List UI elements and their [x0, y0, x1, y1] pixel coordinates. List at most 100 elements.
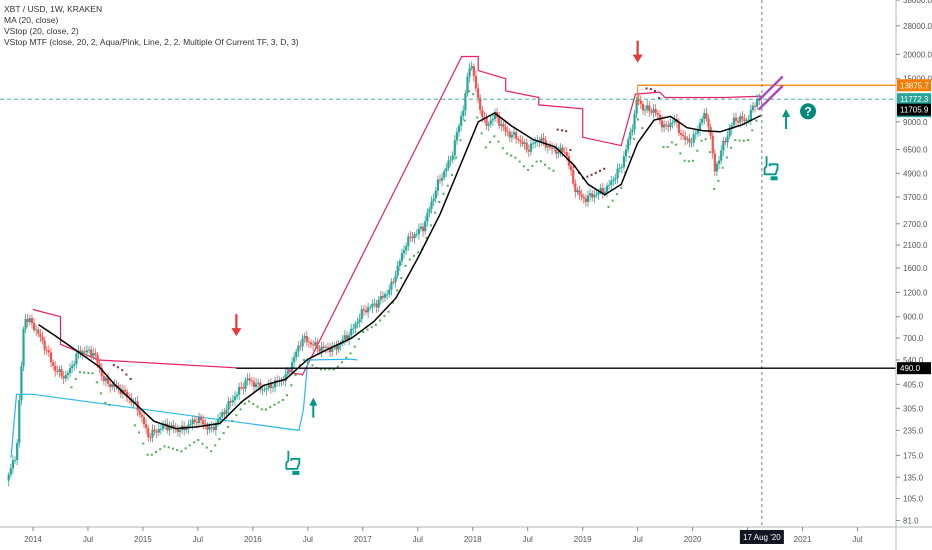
- vstop-resistance-line: [32, 55, 762, 376]
- candle-body: [417, 228, 420, 235]
- legend-vstop[interactable]: VStop (20, close, 2): [4, 26, 79, 36]
- candle-body: [22, 328, 25, 367]
- vstop-dot-up: [108, 403, 111, 406]
- candle-body: [18, 400, 21, 443]
- candle-body: [100, 368, 103, 377]
- vstop-dot-up: [83, 371, 86, 374]
- candle-body: [445, 168, 448, 172]
- candle-body: [26, 318, 29, 322]
- candle-body: [569, 165, 573, 171]
- horizontal-levels[interactable]: [0, 0, 896, 527]
- candle-body: [142, 416, 146, 425]
- candle-body: [618, 167, 621, 169]
- vstop-dot-up: [78, 371, 81, 374]
- candle-body: [603, 191, 607, 194]
- x-tick-label: Jul: [523, 535, 533, 544]
- candle-body: [455, 132, 459, 141]
- cursor-date-badge: [739, 530, 784, 544]
- candle-body: [189, 424, 192, 425]
- candle-body: [267, 383, 270, 389]
- candle-body: [409, 236, 412, 238]
- candle-body: [221, 412, 224, 417]
- candle-body: [449, 159, 452, 161]
- vstop-dot-up: [463, 119, 466, 122]
- candle-body: [360, 309, 363, 319]
- candle-body: [624, 149, 628, 157]
- vstop-dot-down: [121, 369, 124, 372]
- y-tick-label: 135.0: [903, 473, 924, 482]
- candle-body: [421, 226, 425, 232]
- candle-body: [413, 234, 416, 239]
- candle-body: [259, 382, 262, 390]
- candle-body: [54, 365, 57, 372]
- legend-vstop-mtf[interactable]: VStop MTF (close, 20, 2, Aqua/Pink, Line…: [4, 37, 299, 47]
- candle-body: [24, 318, 27, 329]
- candle-body: [314, 342, 317, 346]
- candle-body: [369, 307, 372, 309]
- legend-ma[interactable]: MA (20, close): [4, 15, 59, 25]
- vstop-dot-up: [235, 414, 238, 417]
- vstop-dot-up: [472, 93, 475, 96]
- time-axis[interactable]: 2014 Jul 2015 Jul 2016 Jul 2017 Jul 2018 Jul 2019 J…: [0, 526, 932, 544]
- candle-body: [402, 250, 406, 254]
- vstop-dot-up: [273, 403, 276, 406]
- candle-body: [176, 427, 179, 433]
- candle-body: [45, 349, 48, 351]
- candle-body: [531, 143, 535, 145]
- vstop-dot-down: [556, 128, 559, 131]
- candle-body: [233, 396, 237, 401]
- vstop-dot-up: [501, 147, 504, 150]
- vstop-dot-up: [429, 224, 432, 227]
- x-tick-label: Jul: [83, 535, 93, 544]
- vstop-dot-down: [590, 173, 593, 176]
- candle-body: [191, 419, 194, 425]
- candle-body: [529, 143, 533, 152]
- candle-body: [523, 142, 526, 144]
- candle-body: [210, 426, 213, 428]
- candle-body: [117, 385, 120, 389]
- candle-body: [652, 109, 655, 113]
- candle-body: [479, 97, 482, 111]
- vstop-dot-up: [142, 442, 145, 445]
- candle-body: [739, 116, 742, 123]
- vstop-dot-up: [277, 401, 280, 404]
- cursor-date-label: 17 Aug '20: [743, 533, 781, 542]
- candle-body: [734, 117, 738, 121]
- candle-body: [257, 382, 260, 384]
- badge-11705-bg: [897, 103, 931, 116]
- up-arrow-head: [782, 108, 791, 117]
- legend-symbol-title[interactable]: XBT / USD, 1W, KRAKEN: [4, 4, 103, 14]
- candle-body: [204, 424, 207, 426]
- vstop-dot-up: [734, 139, 737, 142]
- candle-body: [728, 129, 731, 137]
- candle-body: [656, 113, 659, 115]
- x-tick-label: 2021: [794, 535, 812, 544]
- question-circle: [800, 103, 817, 120]
- candle-body: [320, 346, 323, 352]
- candle-body: [20, 366, 23, 401]
- candle-body: [187, 424, 190, 429]
- candle-body: [11, 460, 15, 469]
- candle-body: [102, 376, 105, 382]
- candle-body: [297, 345, 300, 352]
- candle-body: [303, 336, 306, 339]
- candle-body: [388, 289, 391, 295]
- candle-body: [345, 335, 349, 340]
- candle-body: [109, 383, 112, 387]
- candle-body: [593, 194, 596, 198]
- candle-body: [481, 110, 484, 118]
- candle-body: [705, 113, 708, 119]
- candle-body: [286, 371, 289, 375]
- candle-body: [470, 66, 473, 69]
- candle-body: [650, 111, 653, 113]
- candle-body: [396, 265, 399, 276]
- vstop-dot-up: [197, 439, 200, 442]
- x-tick-label: Jul: [193, 535, 203, 544]
- candle-body: [172, 425, 175, 429]
- candle-body: [343, 335, 346, 340]
- candle-body: [269, 383, 272, 389]
- candle-body: [166, 423, 169, 431]
- candle-body: [145, 424, 148, 429]
- price-axis[interactable]: 38000.0 28000.0 20000.0 15000.0 9000.0 6500.0…: [895, 0, 932, 550]
